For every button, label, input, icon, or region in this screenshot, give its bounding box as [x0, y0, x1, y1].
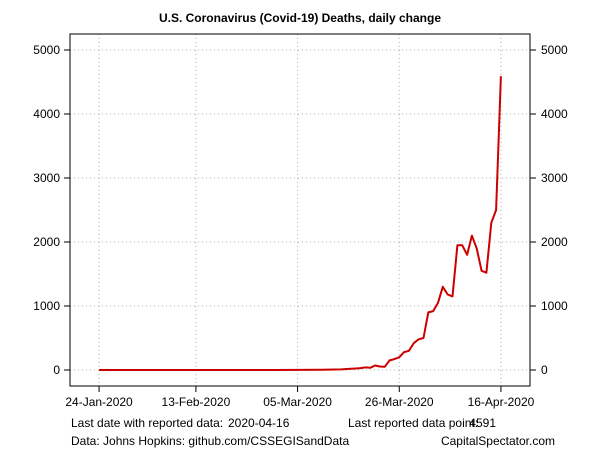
chart-title: U.S. Coronavirus (Covid-19) Deaths, dail… [159, 11, 441, 25]
y-tick-label-left: 4000 [33, 107, 60, 121]
x-tick-label: 16-Apr-2020 [468, 395, 535, 409]
x-tick-label: 05-Mar-2020 [263, 395, 332, 409]
y-tick-label-right: 1000 [541, 299, 568, 313]
y-tick-label-left: 2000 [33, 235, 60, 249]
last-point-label: Last reported data point: [348, 416, 478, 430]
y-tick-label-left: 3000 [33, 171, 60, 185]
y-tick-label-right: 0 [541, 363, 548, 377]
last-date-value: 2020-04-16 [228, 416, 290, 430]
grid [70, 34, 530, 386]
x-tick-label: 24-Jan-2020 [65, 395, 133, 409]
y-tick-label-right: 3000 [541, 171, 568, 185]
credit: CapitalSpectator.com [441, 434, 555, 448]
y-tick-label-right: 5000 [541, 43, 568, 57]
y-tick-label-left: 1000 [33, 299, 60, 313]
x-tick-label: 26-Mar-2020 [365, 395, 434, 409]
data-source: Data: Johns Hopkins: github.com/CSSEGISa… [71, 434, 349, 448]
series-line [99, 76, 502, 371]
y-tick-label-left: 5000 [33, 43, 60, 57]
y-axis-left: 0 1000 2000 3000 4000 5000 [33, 43, 70, 377]
y-tick-label-right: 4000 [541, 107, 568, 121]
last-date-label: Last date with reported data: [71, 416, 223, 430]
x-tick-label: 13-Feb-2020 [162, 395, 231, 409]
series-group [99, 76, 502, 371]
last-point-value: 4591 [469, 416, 496, 430]
x-axis: 24-Jan-2020 13-Feb-2020 05-Mar-2020 26-Mar-… [65, 386, 535, 409]
y-tick-label-left: 0 [53, 363, 60, 377]
y-axis-right: 0 1000 2000 3000 4000 5000 [530, 43, 568, 377]
y-tick-label-right: 2000 [541, 235, 568, 249]
plot-frame [69, 33, 531, 387]
